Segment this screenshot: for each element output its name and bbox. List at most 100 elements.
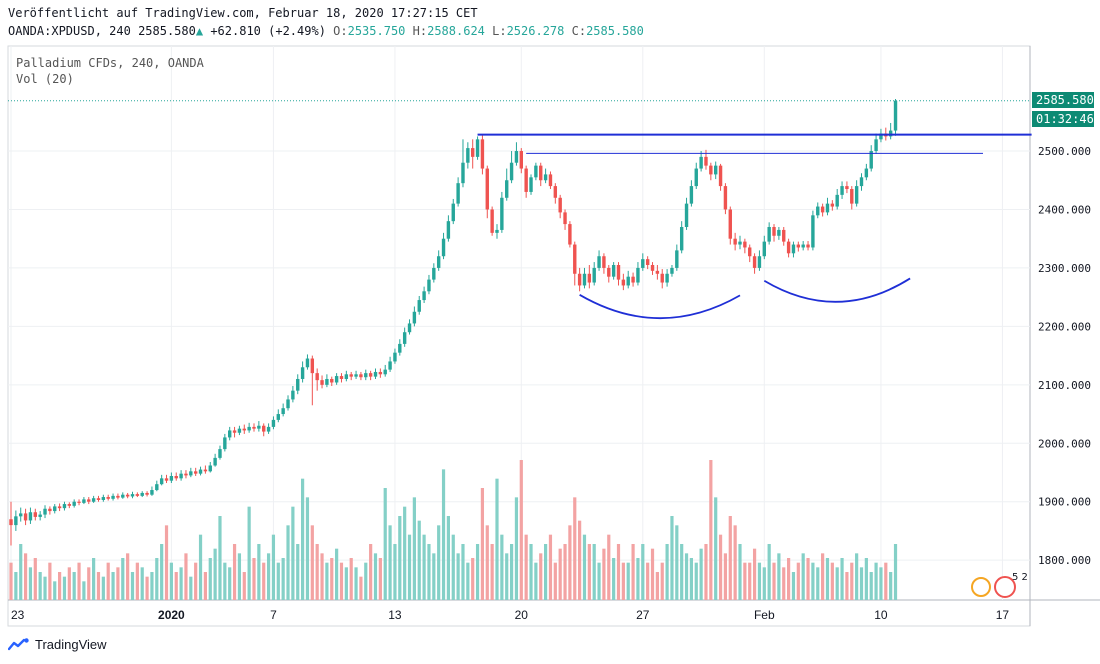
events-badge[interactable]: 5 2 xyxy=(971,572,1028,598)
candle-body xyxy=(597,256,601,268)
candle-body xyxy=(563,212,567,225)
volume-bar xyxy=(461,544,465,600)
last-price: 2585.580 xyxy=(138,24,196,38)
volume-bar xyxy=(38,572,42,600)
volume-bar xyxy=(121,558,125,600)
symbol-text: OANDA:XPDUSD, 240 xyxy=(8,24,131,38)
candle-body xyxy=(582,273,587,286)
volume-bar xyxy=(524,534,528,600)
volume-bar xyxy=(835,567,839,600)
volume-bar xyxy=(456,553,460,600)
volume-bar xyxy=(281,558,285,600)
volume-bar xyxy=(359,576,363,600)
candle-body xyxy=(53,506,57,512)
candle-body xyxy=(602,256,606,268)
volume-bar xyxy=(145,576,149,600)
chart-legend-title: Palladium CFDs, 240, OANDA xyxy=(16,56,204,70)
volume-bar xyxy=(602,548,606,600)
candle-body xyxy=(72,501,76,506)
volume-bar xyxy=(325,562,329,600)
candle-body xyxy=(607,267,611,277)
volume-bar xyxy=(296,544,300,600)
volume-bar xyxy=(811,562,815,600)
volume-bar xyxy=(14,572,18,600)
price-chart[interactable]: 1800.000 1900.000 2000.000 2100.000 2200.000… xyxy=(0,0,1100,630)
volume-bar xyxy=(777,553,781,600)
volume-bar xyxy=(718,534,723,600)
volume-bar xyxy=(573,497,577,600)
close-label: C: xyxy=(571,24,587,38)
candle-body xyxy=(786,241,791,254)
volume-bar xyxy=(646,562,650,600)
volume-bar xyxy=(738,544,742,600)
candle-body xyxy=(33,512,37,517)
candle-body xyxy=(184,473,188,476)
price-tick-label: 1900.000 xyxy=(1038,496,1091,509)
volume-bar xyxy=(33,558,37,600)
candle-body xyxy=(116,495,120,498)
volume-bar xyxy=(62,576,67,600)
volume-bar xyxy=(320,553,324,600)
candle-body xyxy=(718,165,723,187)
candle-body xyxy=(616,264,621,280)
price-axis[interactable]: 1800.000 1900.000 2000.000 2100.000 2200.000… xyxy=(1038,145,1091,567)
candle-body xyxy=(247,426,251,431)
volume-bar xyxy=(816,567,820,600)
volume-bar xyxy=(213,548,217,600)
volume-bar xyxy=(407,534,412,600)
candle-body xyxy=(626,276,630,286)
volume-bar xyxy=(553,562,557,600)
candle-body xyxy=(150,490,154,495)
candle-body xyxy=(402,332,407,344)
candle-body xyxy=(169,476,174,481)
volume-bar xyxy=(864,558,868,600)
volume-bar xyxy=(9,562,13,600)
volume-bar xyxy=(378,558,382,600)
candle-body xyxy=(349,374,353,377)
tradingview-footer[interactable]: TradingView xyxy=(8,637,107,652)
volume-bar xyxy=(194,562,198,600)
volume-bar xyxy=(184,553,188,600)
candle-body xyxy=(87,499,91,502)
candle-body xyxy=(825,203,830,213)
candle-body xyxy=(456,183,460,204)
volume-bar xyxy=(223,562,227,600)
candle-body xyxy=(242,428,246,431)
low-value: 2526.278 xyxy=(506,24,565,38)
volume-bar xyxy=(578,520,582,600)
volume-bar xyxy=(237,553,242,600)
volume-bar xyxy=(135,562,139,600)
candle-body xyxy=(461,162,465,184)
candle-body xyxy=(28,512,33,521)
volume-bar xyxy=(607,534,611,600)
candle-body xyxy=(529,177,533,192)
candle-body xyxy=(179,473,183,479)
candle-body xyxy=(189,471,193,476)
volume-bar xyxy=(558,548,562,600)
volume-bar xyxy=(232,544,237,600)
volume-bar xyxy=(266,553,271,600)
candle-body xyxy=(728,209,732,239)
candle-body xyxy=(811,215,815,248)
candle-body xyxy=(111,495,115,499)
candle-body xyxy=(631,276,635,283)
volume-bar xyxy=(398,516,402,600)
candle-body xyxy=(854,186,859,204)
candle-body xyxy=(830,203,835,207)
volume-bar xyxy=(680,544,684,600)
volume-bar xyxy=(354,567,358,600)
time-tick-label: 27 xyxy=(636,608,650,622)
candle-body xyxy=(611,264,616,277)
candle-body xyxy=(495,229,499,233)
candle-body xyxy=(237,428,242,433)
volume-bar xyxy=(67,567,71,600)
candle-body xyxy=(359,374,363,378)
volume-bar xyxy=(23,553,28,600)
candle-body xyxy=(568,224,572,245)
candle-body xyxy=(368,373,373,377)
high-label: H: xyxy=(412,24,428,38)
volume-bar xyxy=(821,553,825,600)
volume-bar xyxy=(247,506,251,600)
time-tick-label: 7 xyxy=(270,608,277,622)
time-axis[interactable]: 23 2020 7 13 20 27 Feb 10 17 xyxy=(11,608,1009,622)
